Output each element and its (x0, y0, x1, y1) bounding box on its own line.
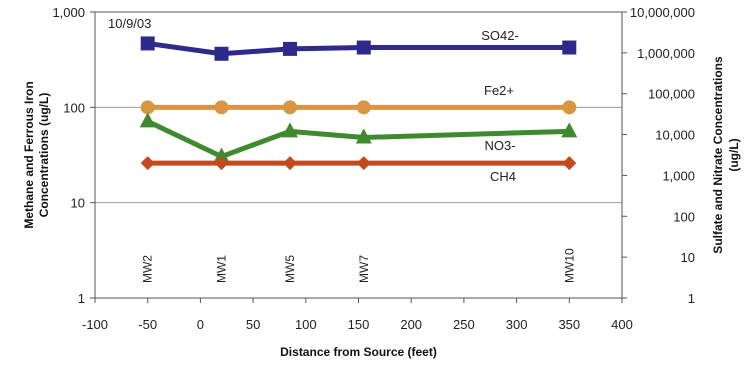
x-tick-label: 400 (611, 317, 633, 332)
x-tick-label: -100 (82, 317, 108, 332)
series-label: Fe2+ (484, 83, 514, 98)
series-label: NO3- (484, 138, 515, 153)
data-point-square (214, 46, 229, 61)
well-label: MW5 (283, 255, 297, 283)
data-point-triangle (281, 122, 298, 138)
series-label: SO42- (481, 28, 519, 43)
date-annotation: 10/9/03 (108, 16, 151, 31)
right-y-tick-label: 1,000,000 (637, 46, 695, 61)
right-y-tick-label: 10 (681, 250, 695, 265)
left-y-axis-title: Methane and Ferrous Iron (22, 81, 36, 228)
data-point-triangle (139, 112, 156, 128)
gridlines (95, 106, 622, 204)
left-y-tick-label: 1,000 (52, 5, 85, 20)
data-point-triangle (213, 147, 230, 163)
x-tick-label: 300 (506, 317, 528, 332)
data-point-diamond (214, 156, 229, 171)
well-labels: MW2 MW1 MW5 MW7 MW10 (141, 248, 577, 283)
x-tick-label: 100 (295, 317, 317, 332)
data-point-circle (356, 100, 371, 115)
right-y-tick-label: 100,000 (648, 87, 695, 102)
data-point-circle (562, 100, 577, 115)
data-point-triangle (355, 128, 372, 144)
left-y-tick-label: 100 (63, 100, 85, 115)
well-label: MW10 (562, 248, 576, 283)
right-y-axis-title-line2: (ug/L) (727, 138, 741, 171)
x-tick-label: 200 (400, 317, 422, 332)
right-y-tick-label: 1 (688, 291, 695, 306)
x-tick-label: 0 (197, 317, 204, 332)
data-point-circle (282, 100, 297, 115)
data-point-diamond (562, 156, 577, 171)
right-y-tick-label: 1,000 (662, 168, 695, 183)
data-point-triangle (561, 122, 578, 138)
x-axis-title: Distance from Source (feet) (280, 345, 437, 359)
x-tick-label: 250 (453, 317, 475, 332)
right-y-tick-label: 100 (673, 209, 695, 224)
axes: -100 -50 0 50 100 150 200 250 300 350 400 1 10 100 1,0… (52, 5, 695, 332)
data-point-square (562, 40, 577, 55)
data-point-square (356, 40, 371, 55)
left-y-tick-label: 1 (78, 291, 85, 306)
x-tick-label: 350 (558, 317, 580, 332)
right-y-tick-label: 10,000 (655, 128, 695, 143)
x-tick-label: -50 (138, 317, 157, 332)
well-label: MW1 (214, 255, 228, 283)
series (139, 36, 578, 171)
data-point-diamond (140, 156, 155, 171)
right-y-tick-label: 10,000,000 (630, 5, 695, 20)
data-point-circle (140, 100, 155, 115)
left-y-axis-title-line2: Concentrations (ug/L) (37, 93, 51, 218)
left-y-tick-label: 10 (71, 196, 85, 211)
x-tick-label: 50 (246, 317, 260, 332)
well-label: MW7 (357, 255, 371, 283)
data-point-square (282, 41, 297, 56)
data-point-diamond (282, 156, 297, 171)
x-tick-label: 150 (348, 317, 370, 332)
series-label: CH4 (490, 169, 516, 184)
well-label: MW2 (141, 255, 155, 283)
series-labels: SO42- Fe2+ NO3- CH4 (481, 28, 519, 184)
data-point-square (140, 36, 155, 51)
right-y-axis-title: Sulfate and Nitrate Concentrations (711, 56, 725, 254)
data-point-circle (214, 100, 229, 115)
data-point-diamond (356, 156, 371, 171)
